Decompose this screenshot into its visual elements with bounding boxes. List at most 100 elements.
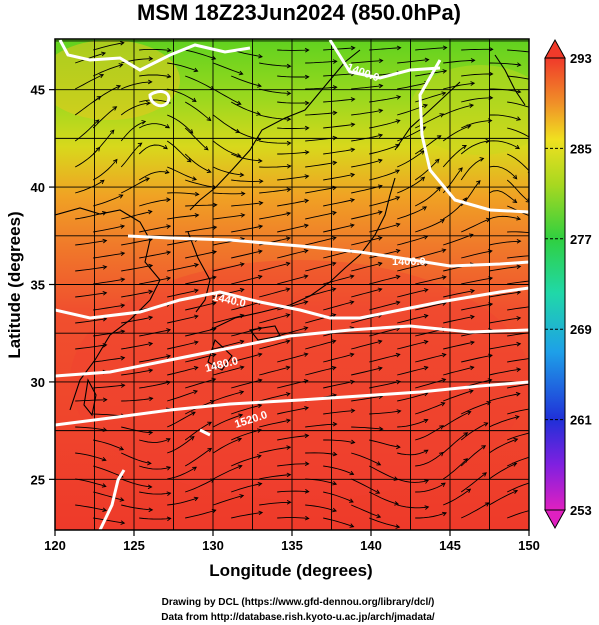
streamline [415,47,447,51]
streamline-arrow [535,51,539,55]
streamline-arrow [441,352,447,358]
streamline-arrow [516,367,522,372]
streamline-arrow [395,119,401,124]
streamline [213,314,244,324]
streamline [351,262,382,272]
streamline [369,301,400,311]
y-axis: 25 30 35 40 45 [31,83,55,487]
streamline-arrow [534,107,538,111]
streamline [369,96,401,103]
streamline [139,438,171,443]
streamline [507,482,529,493]
streamline [443,290,475,298]
streamline-arrow [516,238,522,244]
streamline [121,504,153,511]
streamline [213,366,244,376]
streamline [231,225,263,233]
streamline-arrow [206,116,212,122]
streamline-arrow [535,279,539,283]
streamline-arrow [303,352,309,357]
streamline-arrow [193,314,199,320]
streamline [415,219,445,233]
streamline [369,47,401,51]
streamline-arrow [442,69,448,74]
streamline-arrow [535,304,539,308]
streamline-arrow [304,515,310,521]
streamline-arrow [285,313,291,318]
colorbar-tick-label: 261 [570,413,592,428]
streamline [351,60,383,64]
streamline [121,290,153,298]
x-tick-label: 140 [360,538,382,553]
streamline-arrow [441,275,447,280]
streamline-arrow [120,329,126,335]
streamline-arrow [145,177,150,182]
contour-line [98,469,126,530]
streamline [231,404,262,415]
streamline-arrow [148,263,154,269]
streamline [277,435,309,441]
streamline-arrow [166,491,172,496]
streamline-arrow [350,147,356,153]
streamline-arrow [441,378,447,383]
streamline [75,52,106,64]
streamline [93,384,125,389]
streamline [277,249,308,259]
y-tick-label: 25 [31,472,45,487]
streamline-arrow [535,330,539,334]
height-contours [55,39,529,530]
streamline-arrow [257,403,263,409]
streamline-arrow [286,187,292,192]
streamline [414,158,440,181]
streamline-arrow [286,500,292,505]
streamline-arrow [207,447,213,453]
streamline [397,340,428,350]
streamline-arrow [376,461,382,466]
streamline [277,151,309,155]
coastline-asia [189,49,361,211]
streamline-arrow [349,498,354,503]
streamline [93,225,125,233]
streamline [259,88,291,94]
streamline-arrow [102,427,108,432]
streamline-arrow [533,454,537,458]
streamline-arrow [377,236,383,241]
streamline-arrow [141,119,147,125]
streamline-arrow [148,396,154,402]
streamline [369,380,401,389]
streamline-arrow [481,445,487,450]
streamline-arrow [377,366,383,371]
streamline [185,49,216,60]
streamline-arrow [487,118,493,123]
streamline-arrow [485,138,491,144]
streamline [277,275,308,285]
streamline-arrow [375,489,381,494]
streamline [397,315,428,324]
streamline [489,393,520,402]
streamline-arrow [516,341,522,347]
streamline [259,114,291,120]
streamline-arrow [378,58,384,64]
streamline-arrow [350,439,356,445]
streamline [507,153,529,172]
streamline-arrow [304,100,310,106]
streamline-arrow [118,194,124,199]
streamline [369,439,400,448]
streamline-arrow [166,466,172,471]
streamline-arrow [488,95,494,101]
streamline [75,344,107,350]
streamline-arrow [257,274,263,280]
streamline [415,353,446,363]
streamline-arrow [258,53,263,59]
streamline-arrow [488,71,494,77]
colorbar-tick-label: 293 [570,51,592,66]
streamline [489,291,521,298]
streamline [369,410,401,415]
streamline [397,478,429,483]
streamline-arrow [514,415,520,420]
streamline-arrow [581,306,585,310]
streamline-arrow [463,458,468,463]
streamline-arrow [487,249,493,254]
streamline-arrow [578,191,582,195]
streamline-arrow [331,313,337,318]
